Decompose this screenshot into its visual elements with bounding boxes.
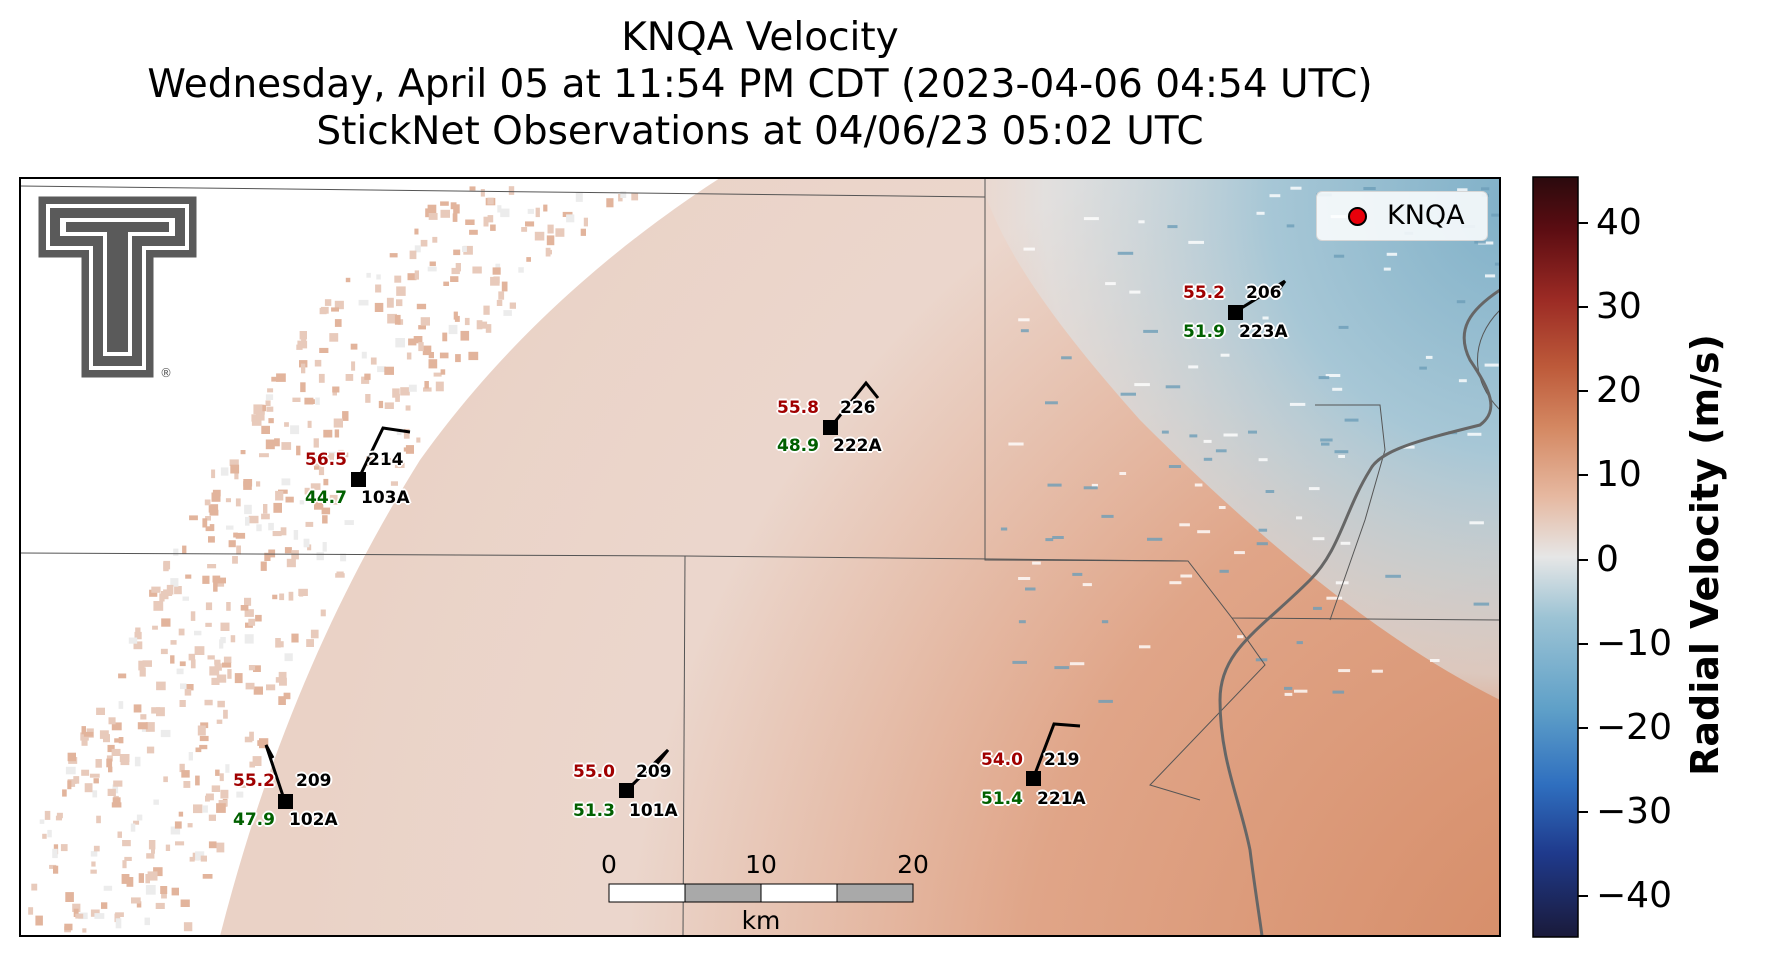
- map-frame: [19, 177, 1501, 937]
- station-marker-102A: [278, 794, 293, 809]
- wind-barb-222A: [828, 380, 880, 429]
- station-marker-222A: [823, 420, 838, 435]
- station-temp-223A: 55.2: [1183, 283, 1225, 303]
- scalebar-unit: km: [741, 906, 781, 935]
- station-dew-222A: 48.9: [777, 436, 819, 456]
- station-num-102A: 209: [296, 771, 332, 791]
- station-marker-223A: [1228, 305, 1243, 320]
- radar-velocity-field: [20, 178, 1500, 936]
- wind-barb-221A: [1031, 722, 1081, 780]
- station-temp-103A: 56.5: [305, 450, 347, 470]
- station-num-103A: 214: [368, 450, 404, 470]
- scale-bar: [608, 883, 914, 903]
- colorbar-tick-0: 0: [1596, 539, 1619, 580]
- station-temp-221A: 54.0: [981, 750, 1023, 770]
- wind-barb-102A: [264, 744, 287, 803]
- colorbar-tick-10: 10: [1596, 454, 1642, 495]
- station-id-223A: 223A: [1239, 322, 1288, 342]
- station-dew-223A: 51.9: [1183, 322, 1225, 342]
- station-temp-102A: 55.2: [233, 771, 275, 791]
- colorbar-tick-30: 30: [1596, 286, 1642, 327]
- colorbar-tick-minus10: −10: [1596, 623, 1672, 664]
- wind-barb-103A: [356, 426, 411, 481]
- legend-label: KNQA: [1387, 200, 1465, 231]
- wind-barb-223A: [1234, 279, 1287, 314]
- county-boundaries: [20, 178, 1500, 936]
- wind-barbs: [264, 279, 1287, 803]
- station-dew-103A: 44.7: [305, 488, 347, 508]
- scalebar-tick-20: 20: [897, 850, 929, 879]
- colorbar-tick-minus20: −20: [1596, 707, 1672, 748]
- legend: KNQA: [1316, 191, 1488, 241]
- station-dew-101A: 51.3: [573, 801, 615, 821]
- station-marker-101A: [619, 783, 634, 798]
- colorbar: [1532, 176, 1588, 938]
- station-num-221A: 219: [1044, 750, 1080, 770]
- station-dew-221A: 51.4: [981, 789, 1023, 809]
- station-dew-102A: 47.9: [233, 810, 275, 830]
- texas-tech-double-t-logo: ®: [38, 196, 197, 380]
- river-line: [1218, 288, 1500, 936]
- wind-barb-101A: [624, 748, 670, 793]
- station-id-101A: 101A: [629, 801, 678, 821]
- station-markers: [278, 305, 1243, 809]
- colorbar-tick-minus30: −30: [1596, 791, 1672, 832]
- colorbar-label: Radial Velocity (m/s): [1683, 334, 1727, 776]
- radar-site-marker-icon: [1348, 207, 1367, 226]
- station-id-102A: 102A: [289, 810, 338, 830]
- station-num-223A: 206: [1246, 283, 1282, 303]
- colorbar-tick-20: 20: [1596, 370, 1642, 411]
- scalebar-tick-0: 0: [601, 850, 617, 879]
- colorbar-tick-minus40: −40: [1596, 875, 1672, 916]
- station-marker-221A: [1026, 771, 1041, 786]
- title-line-2: Wednesday, April 05 at 11:54 PM CDT (202…: [147, 62, 1373, 107]
- station-num-101A: 209: [636, 762, 672, 782]
- station-id-103A: 103A: [361, 488, 410, 508]
- title-block: KNQA Velocity Wednesday, April 05 at 11:…: [0, 14, 1520, 155]
- colorbar-tick-40: 40: [1596, 202, 1642, 243]
- registered-mark: ®: [160, 366, 172, 380]
- radar-speckle: [28, 186, 1500, 933]
- title-line-1: KNQA Velocity: [621, 15, 899, 60]
- station-id-222A: 222A: [833, 436, 882, 456]
- station-temp-222A: 55.8: [777, 398, 819, 418]
- scalebar-tick-10: 10: [745, 850, 777, 879]
- station-temp-101A: 55.0: [573, 762, 615, 782]
- station-marker-103A: [351, 472, 366, 487]
- station-id-221A: 221A: [1037, 789, 1086, 809]
- station-num-222A: 226: [840, 398, 876, 418]
- title-line-3: StickNet Observations at 04/06/23 05:02 …: [316, 109, 1204, 154]
